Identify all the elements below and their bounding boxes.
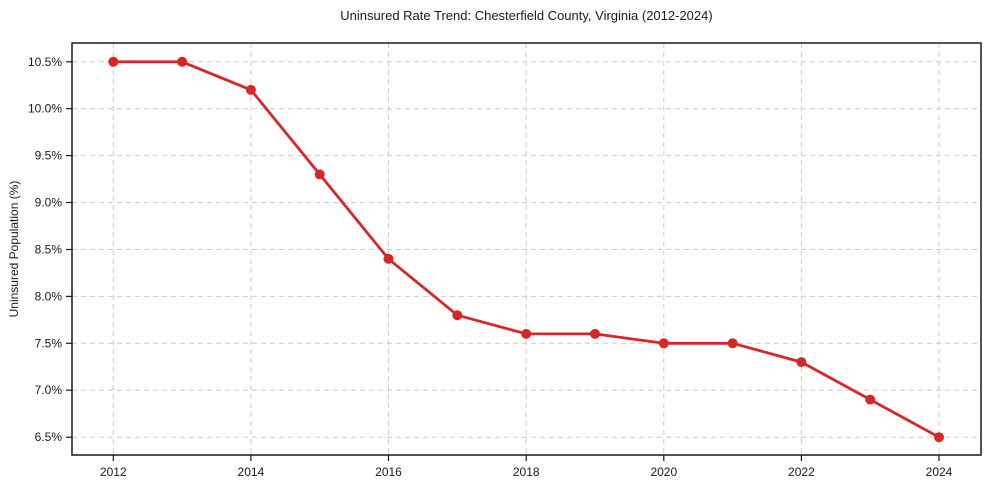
- y-tick-label: 9.0%: [35, 196, 63, 210]
- data-point: [452, 310, 463, 321]
- y-tick-label: 8.0%: [35, 289, 63, 303]
- x-tick-label: 2022: [788, 465, 815, 479]
- y-tick-label: 9.5%: [35, 149, 63, 163]
- data-point: [796, 357, 807, 368]
- y-tick-label: 10.0%: [28, 102, 62, 116]
- data-point: [177, 56, 188, 67]
- x-tick-label: 2024: [926, 465, 953, 479]
- y-tick-label: 6.5%: [35, 430, 63, 444]
- data-point: [314, 169, 325, 180]
- y-tick-label: 8.5%: [35, 243, 63, 257]
- data-point: [658, 338, 669, 349]
- data-point: [383, 253, 394, 264]
- data-point: [108, 56, 119, 67]
- data-point: [934, 432, 944, 443]
- chart-title: Uninsured Rate Trend: Chesterfield Count…: [340, 8, 713, 23]
- x-tick-label: 2012: [100, 465, 127, 479]
- data-point: [245, 84, 256, 95]
- x-tick-label: 2016: [375, 465, 402, 479]
- data-point: [727, 338, 738, 349]
- y-tick-label: 7.5%: [35, 336, 63, 350]
- data-point: [865, 394, 876, 405]
- y-tick-label: 7.0%: [35, 383, 63, 397]
- data-point: [590, 328, 600, 339]
- x-tick-label: 2018: [513, 465, 540, 479]
- x-tick-label: 2020: [650, 465, 677, 479]
- x-tick-label: 2014: [238, 465, 265, 479]
- data-point: [521, 328, 532, 339]
- y-tick-label: 10.5%: [28, 55, 62, 69]
